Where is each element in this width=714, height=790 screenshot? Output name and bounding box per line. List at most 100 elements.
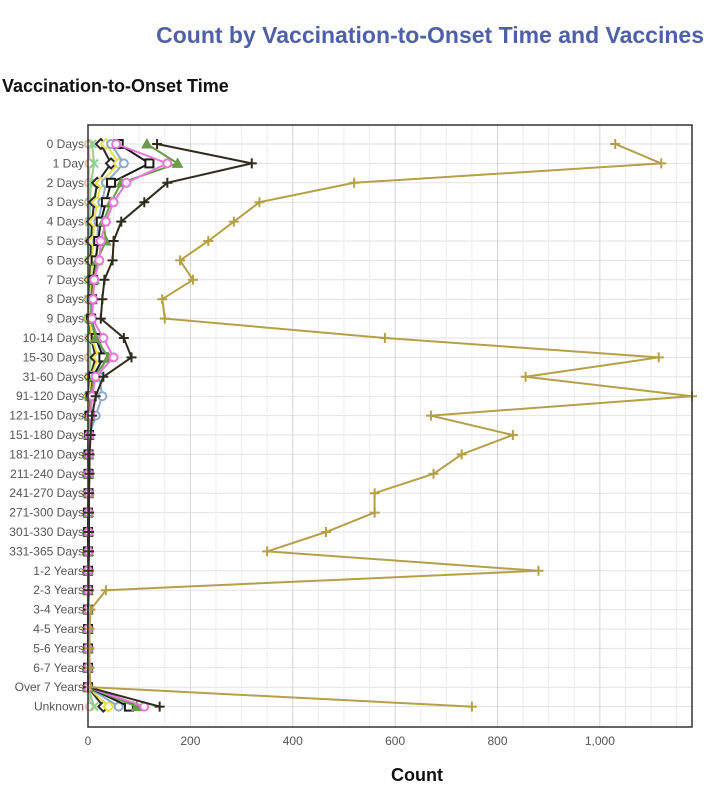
data-point [100, 585, 111, 596]
data-point [84, 643, 95, 654]
data-point [154, 701, 165, 712]
series-line [87, 143, 180, 708]
y-tick-label: 4 Days [47, 215, 84, 229]
data-point [84, 507, 95, 518]
data-point [90, 391, 101, 402]
data-point [89, 331, 102, 343]
data-point [533, 565, 544, 576]
data-point [507, 430, 518, 440]
data-point [85, 604, 96, 615]
y-tick-label: Over 7 Years [15, 680, 84, 694]
x-axis-label: Count [391, 765, 443, 785]
y-tick-label: 301-330 Days [9, 525, 84, 539]
data-point [118, 158, 129, 169]
data-point [321, 527, 332, 537]
data-point [610, 139, 621, 149]
series-line [87, 143, 253, 708]
data-point [157, 294, 168, 305]
data-point [139, 197, 150, 208]
y-tick-label: 91-120 Days [16, 389, 84, 403]
data-point [97, 294, 108, 305]
data-point [98, 333, 109, 343]
data-point [152, 139, 163, 149]
data-point [428, 468, 439, 479]
data-point [126, 352, 137, 363]
data-point [246, 158, 257, 169]
y-tick-label: 151-180 Days [9, 428, 84, 442]
data-point [162, 158, 173, 169]
data-point [108, 236, 119, 246]
data-point [84, 624, 95, 634]
data-point [89, 701, 99, 712]
y-tick-label: Unknown [34, 700, 84, 714]
data-point [100, 216, 111, 227]
data-point [254, 197, 265, 208]
data-point [95, 236, 106, 246]
data-point [203, 236, 214, 246]
x-tick-label: 0 [85, 734, 92, 748]
x-tick-label: 600 [385, 734, 405, 748]
y-tick-label: 7 Days [47, 273, 84, 287]
series-line [88, 143, 693, 708]
data-point [116, 216, 127, 227]
y-tick-label: 3 Days [47, 195, 84, 209]
y-axis-label: Vaccination-to-Onset Time [2, 76, 229, 96]
y-tick-label: 211-240 Days [10, 467, 84, 481]
data-point [466, 701, 477, 712]
y-tick-label: 2-3 Years [33, 583, 84, 597]
data-point [262, 546, 273, 557]
y-tick-label: 3-4 Years [33, 603, 84, 617]
data-point [369, 507, 380, 518]
data-point [379, 333, 390, 343]
y-tick-label: 6-7 Years [33, 661, 84, 675]
data-point [95, 313, 106, 324]
data-point [520, 371, 531, 382]
data-point [130, 700, 143, 712]
data-point [84, 662, 95, 673]
data-point [84, 527, 95, 537]
data-point [349, 177, 360, 188]
y-tick-label: 10-14 Days [23, 331, 84, 345]
y-tick-label: 331-365 Days [9, 544, 84, 558]
data-point [121, 177, 132, 188]
data-point [144, 158, 155, 169]
data-point [87, 139, 97, 149]
data-point [187, 274, 198, 285]
y-tick-label: 0 Days [47, 137, 84, 151]
y-tick-labels: 0 Days 1 Day 2 Days 3 Days 4 Days 5 Days 6 Day… [9, 137, 84, 714]
data-point [99, 274, 110, 285]
y-tick-label: 241-270 Days [9, 486, 84, 500]
data-point [111, 139, 122, 149]
y-tick-label: 121-150 Days [9, 409, 84, 423]
data-point [88, 294, 99, 305]
data-point [175, 255, 186, 266]
x-tick-label: 800 [487, 734, 507, 748]
y-tick-label: 6 Days [47, 253, 84, 267]
data-point [98, 371, 109, 382]
y-tick-label: 1 Day [53, 156, 84, 170]
data-point [84, 449, 95, 460]
data-point [84, 468, 95, 479]
data-point [159, 313, 170, 324]
x-tick-label: 400 [283, 734, 303, 748]
data-point [456, 449, 467, 460]
data-point [107, 255, 118, 266]
y-tick-label: 15-30 Days [23, 350, 84, 364]
data-point [87, 313, 98, 324]
data-point [84, 546, 95, 557]
y-tick-label: 4-5 Years [33, 622, 84, 636]
data-point [656, 158, 667, 169]
data-point [85, 682, 96, 693]
y-tick-label: 181-210 Days [9, 447, 84, 461]
data-point [89, 158, 99, 169]
data-point [89, 274, 100, 285]
y-tick-label: 271-300 Days [9, 506, 84, 520]
series-vaccine-a [84, 139, 697, 712]
x-tick-labels: 0 200 400 600 800 1,000 [85, 734, 616, 748]
y-tick-label: 5-6 Years [33, 641, 84, 655]
y-tick-label: 2 Days [47, 176, 84, 190]
series-layer [81, 137, 697, 714]
x-tick-label: 1,000 [585, 734, 615, 748]
plot-frame [87, 124, 693, 728]
data-point [108, 197, 119, 208]
